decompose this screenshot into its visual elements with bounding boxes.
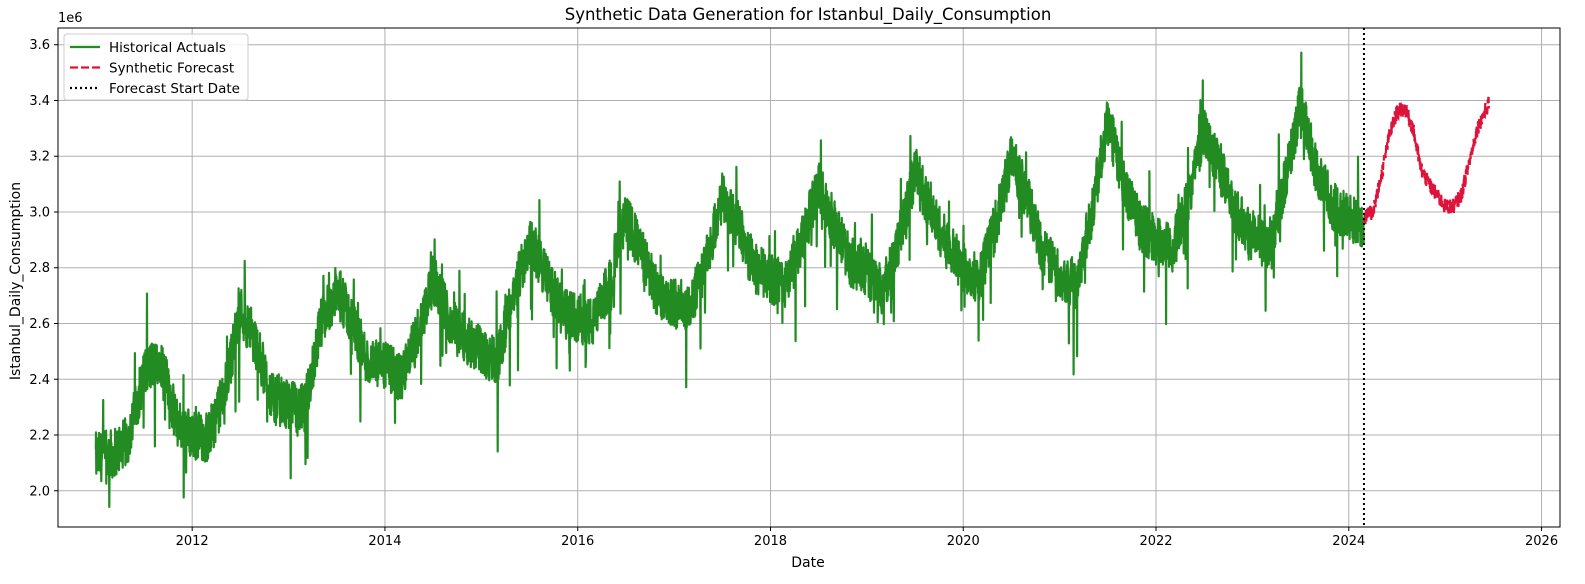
grid	[58, 28, 1560, 527]
legend-forecast-start-label: Forecast Start Date	[109, 81, 240, 97]
y-axis-label: Istanbul_Daily_Consumption	[8, 182, 24, 380]
chart-title: Synthetic Data Generation for Istanbul_D…	[565, 5, 1052, 25]
y-tick-label: 2.6	[29, 317, 50, 332]
x-tick-label: 2026	[1525, 534, 1558, 549]
y-tick-label: 2.4	[29, 373, 50, 388]
x-tick-label: 2018	[754, 534, 787, 549]
legend-synthetic-forecast-label: Synthetic Forecast	[109, 61, 234, 77]
x-tick-label: 2016	[561, 534, 594, 549]
series-synthetic-forecast	[1362, 96, 1490, 225]
x-axis: 2012 2014 2016 2018 2020 2022 2024 2026	[176, 527, 1558, 549]
y-axis: 2.0 2.2 2.4 2.6 2.8 3.0 3.2 3.4 3.6	[29, 38, 58, 499]
series-historical-actuals	[94, 51, 1365, 508]
y-tick-label: 3.2	[29, 150, 50, 165]
plot-frame	[57, 27, 1561, 528]
x-tick-label: 2024	[1332, 534, 1365, 549]
x-tick-label: 2014	[368, 534, 401, 549]
legend-historical-actuals-label: Historical Actuals	[109, 40, 226, 56]
legend: Historical Actuals Synthetic Forecast Fore…	[63, 33, 249, 101]
series-layer	[94, 28, 1490, 527]
x-tick-label: 2022	[1139, 534, 1172, 549]
y-tick-label: 3.6	[29, 38, 50, 53]
y-tick-label: 2.0	[29, 484, 50, 499]
legend-box	[63, 33, 249, 101]
x-tick-label: 2012	[176, 534, 209, 549]
y-tick-label: 2.2	[29, 429, 50, 444]
x-tick-label: 2020	[947, 534, 980, 549]
y-tick-label: 3.0	[29, 205, 50, 220]
y-offset-label: 1e6	[58, 11, 83, 26]
y-tick-label: 3.4	[29, 94, 50, 109]
x-axis-label: Date	[791, 555, 824, 571]
y-tick-label: 2.8	[29, 261, 50, 276]
